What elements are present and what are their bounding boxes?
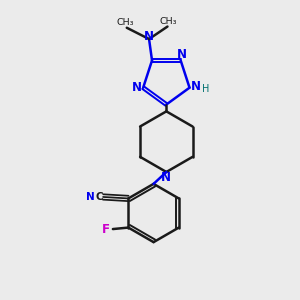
Text: CH₃: CH₃ xyxy=(160,17,177,26)
Text: C: C xyxy=(95,192,103,202)
Text: N: N xyxy=(161,171,171,184)
Text: CH₃: CH₃ xyxy=(117,18,134,27)
Text: H: H xyxy=(202,84,209,94)
Text: N: N xyxy=(191,80,201,93)
Text: N: N xyxy=(86,192,95,202)
Text: N: N xyxy=(132,81,142,94)
Text: N: N xyxy=(144,30,154,43)
Text: N: N xyxy=(177,48,187,61)
Text: F: F xyxy=(102,223,110,236)
